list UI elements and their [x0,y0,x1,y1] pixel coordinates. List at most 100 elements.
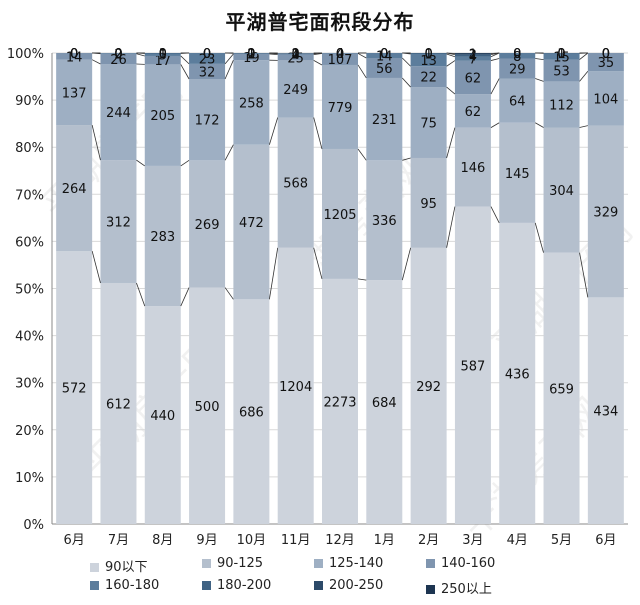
data-label: 0 [336,47,344,62]
bar-segment [366,160,403,281]
legend-item: 90以下 [90,556,148,575]
series-connector [224,60,234,80]
series-connector [402,57,411,67]
data-label: 0 [336,47,344,62]
series-connector [91,124,101,161]
data-label: 0 [247,47,255,62]
x-tick-label: 10月 [237,533,267,548]
data-label: 64 [509,95,526,110]
bar-segment [587,125,624,298]
data-label: 0 [380,47,388,62]
bar-segment [100,282,137,524]
data-label: 0 [380,47,388,62]
legend-label: 160-180 [105,578,160,593]
data-label: 32 [199,65,216,80]
data-label: 0 [70,47,78,62]
legend-label: 250以上 [441,582,492,597]
bar-segment [499,222,536,525]
bar-segment [144,306,181,524]
series-connector [91,250,101,284]
data-label: 0 [602,47,610,62]
bar-segment [277,60,314,118]
data-label: 684 [372,396,397,411]
series-connector [446,60,456,67]
data-label: 22 [420,71,437,86]
bar-segment [410,87,447,158]
legend-label: 125-140 [329,556,384,571]
bar-segment [454,54,491,57]
data-label: 472 [239,216,264,231]
series-connector [535,122,544,128]
bar-segment [277,54,314,61]
x-tick-label: 12月 [325,533,355,548]
series-connector [224,144,234,161]
data-label: 26 [110,53,127,68]
series-connector [401,247,412,281]
data-label: 0 [424,47,432,62]
bar-segment [144,165,181,307]
bar-segment [454,206,491,524]
data-label: 0 [70,47,78,62]
bar-segment [454,53,491,55]
y-tick-label: 90% [15,94,44,109]
data-label: 19 [243,51,260,66]
data-label: 4 [336,47,344,62]
x-tick-label: 11月 [281,533,311,548]
bar-segment [587,71,624,126]
data-label: 587 [461,359,486,374]
bar-segment [100,160,137,283]
x-tick-label: 6月 [595,533,616,548]
bar-segment [543,252,580,524]
data-label: 8 [513,50,521,65]
data-label: 0 [557,47,565,62]
series-connector [269,117,279,145]
data-label: 0 [336,47,344,62]
chart-title: 平湖普宅面积段分布 [225,10,415,34]
bar-segment [454,56,491,61]
bar-segment [189,63,226,80]
legend-item: 140-160 [426,556,495,571]
data-label: 264 [62,182,87,197]
data-label: 17 [154,54,171,69]
data-label: 2 [469,48,477,63]
bar-segment [56,125,93,252]
legend-item: 200-250 [314,578,383,593]
bar-segment [543,59,580,82]
data-label: 0 [602,47,610,62]
data-label: 1 [469,47,477,62]
data-label: 0 [424,47,432,62]
series-connector [269,53,278,56]
data-label: 0 [159,47,167,62]
bar-segment [366,280,403,524]
bar-segment [322,148,358,279]
data-label: 329 [593,205,618,220]
series-connector [224,287,234,300]
bar-segment [189,53,226,64]
legend-item: 250以上 [426,578,492,597]
series-connector [357,64,367,79]
series-connector [446,52,455,54]
series-connector [490,58,500,61]
legend-label: 90-125 [217,556,264,571]
data-label: 4 [292,48,300,63]
data-label: 292 [416,380,441,395]
data-label: 5 [159,49,167,64]
data-label: 2 [247,48,255,63]
x-tick-label: 7月 [108,533,129,548]
series-connector [313,53,323,56]
bar-segment [189,287,226,524]
data-label: 56 [376,62,393,77]
data-label: 2 [114,47,122,62]
bar-segment [233,53,270,54]
data-label: 0 [380,47,388,62]
data-label: 269 [195,218,220,233]
legend-swatch [314,581,323,590]
data-label: 568 [283,177,308,192]
data-label: 231 [372,113,397,128]
bar-segment [366,53,403,58]
data-label: 53 [553,64,570,79]
x-tick-label: 3月 [462,533,483,548]
x-tick-label: 5月 [551,533,572,548]
series-connector [180,287,190,307]
series-connector [224,53,234,65]
